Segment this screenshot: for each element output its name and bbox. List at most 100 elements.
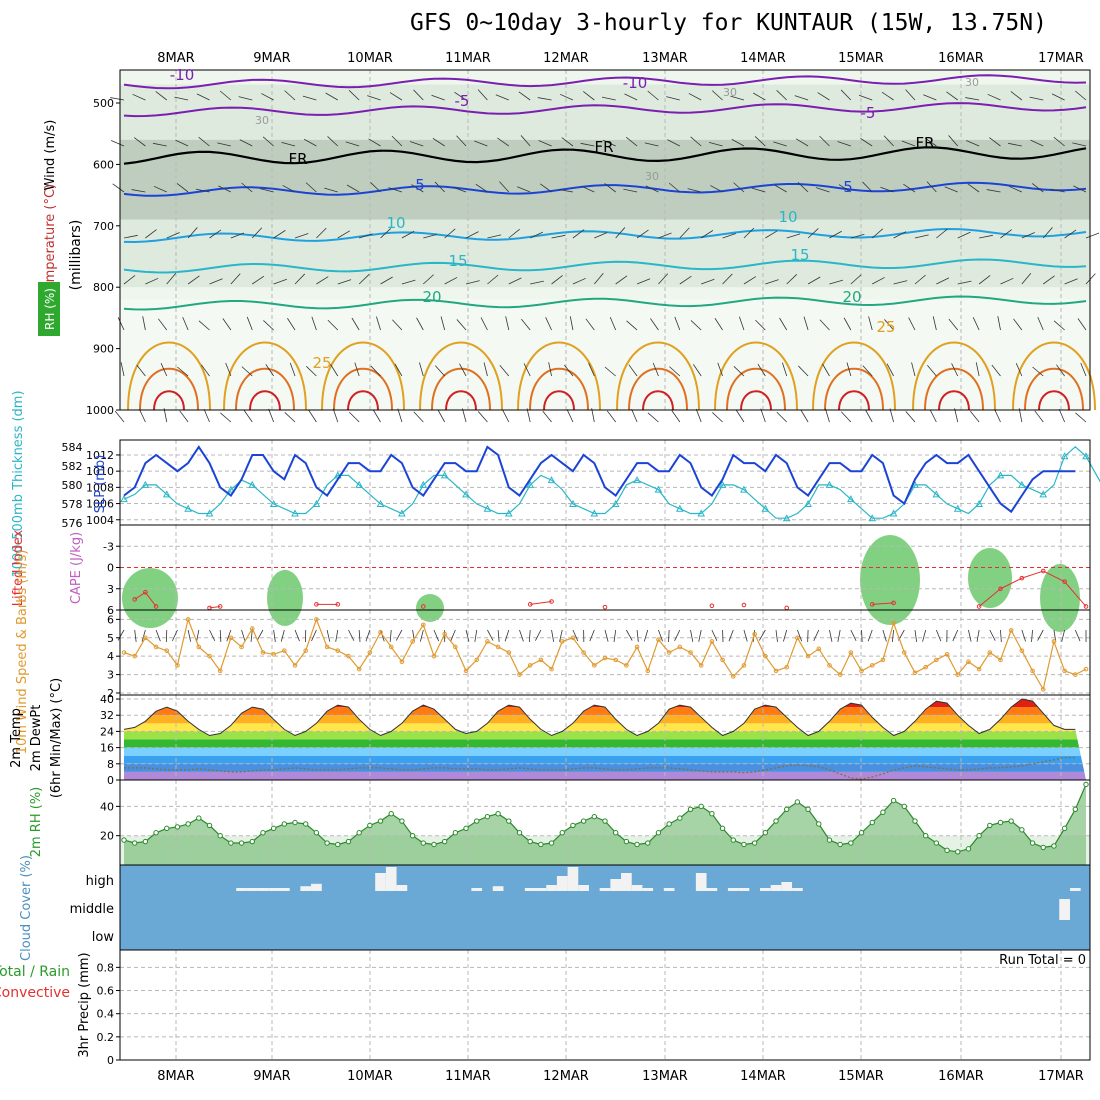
- lifted-index-line: [530, 601, 552, 605]
- wind-barb: [219, 90, 232, 101]
- wind-barb-10m: [604, 629, 609, 642]
- wind-barb-10m: [698, 629, 702, 642]
- temp-contour-35: [543, 390, 575, 411]
- wind-barb: [327, 319, 339, 331]
- lifted-index-marker: [709, 603, 715, 609]
- wind-barb: [1034, 410, 1044, 423]
- wind-barb: [733, 365, 745, 377]
- ylabel-cape: CAPE (J/kg): [69, 532, 84, 604]
- wind-speed-marker: [143, 635, 148, 641]
- rh-marker: [762, 830, 769, 836]
- wind-barb: [572, 229, 585, 239]
- wind-barb: [914, 274, 926, 285]
- chart-title: GFS 0~10day 3-hourly for KUNTAUR (15W, 1…: [410, 10, 1047, 36]
- rh-marker: [612, 830, 619, 836]
- rh-marker: [516, 830, 523, 836]
- wind-barb: [903, 183, 916, 193]
- wind-speed-marker: [367, 650, 373, 655]
- wind-barb: [409, 141, 424, 147]
- wind-barb: [569, 316, 574, 331]
- wind-barb: [1000, 277, 1014, 285]
- wind-barb: [139, 409, 146, 423]
- wind-barb: [316, 276, 329, 285]
- wind-barb: [153, 185, 167, 193]
- wind-barb-10m: [294, 629, 300, 642]
- wind-barb: [786, 233, 801, 239]
- lifted-index-marker: [1062, 579, 1067, 584]
- wind-speed-marker: [399, 659, 405, 665]
- wind-barb: [259, 188, 274, 193]
- wind-speed-marker: [559, 639, 565, 644]
- wind-barb: [431, 94, 445, 101]
- wind-barb: [588, 363, 595, 377]
- wind-speed-marker: [282, 648, 287, 653]
- wind-barb: [829, 279, 844, 285]
- wind-barb: [114, 410, 125, 423]
- wind-barb-10m: [487, 629, 494, 641]
- ylabel-precip: 3hr Precip (mm): [77, 952, 92, 1057]
- wind-barb: [133, 137, 146, 147]
- wind-barb: [819, 135, 830, 147]
- wind-barb: [807, 228, 819, 239]
- wind-barb: [346, 184, 360, 193]
- wind-barb: [631, 408, 638, 423]
- wind-barb: [652, 362, 659, 377]
- temp-color-band: [124, 699, 1086, 700]
- wind-barb: [261, 93, 274, 101]
- wind-barb: [423, 274, 434, 285]
- rh-tick-label: 40: [100, 800, 114, 813]
- rh-marker: [634, 841, 640, 848]
- wind-barb: [411, 184, 424, 193]
- wind-barb: [218, 185, 232, 193]
- wind-speed-marker: [378, 629, 383, 635]
- contour-label: 20: [842, 288, 861, 306]
- wind-speed-marker: [784, 664, 790, 670]
- wind-speed-marker: [324, 644, 330, 650]
- temp-color-band: [124, 731, 1086, 740]
- wind-speed-marker: [698, 663, 704, 668]
- lifted-index-marker: [153, 604, 159, 609]
- wind-barb: [175, 139, 189, 147]
- contour-label: 30: [723, 86, 737, 99]
- wind-barb: [160, 363, 168, 377]
- cloud-high-bar: [375, 873, 386, 891]
- rh-marker: [1083, 781, 1089, 788]
- wind-barb: [908, 317, 916, 331]
- wind-speed-marker: [153, 644, 159, 650]
- ylabel-dewpt: 2m DewPt: [29, 705, 44, 772]
- rh-marker: [645, 840, 651, 846]
- wind-barb-10m: [1021, 629, 1026, 642]
- thickness-marker: [847, 495, 855, 503]
- thickness-marker: [440, 471, 449, 479]
- ylabel-wind-10m: 10m Wind Speed & Barbs (m/s): [15, 550, 30, 755]
- rh-marker: [623, 838, 630, 845]
- wind-barb: [905, 411, 916, 423]
- wind-barb: [110, 97, 125, 101]
- rh-high-blob: [416, 594, 444, 622]
- rh-marker: [356, 830, 362, 836]
- wind-barb: [625, 136, 638, 147]
- thickness-marker: [569, 499, 577, 507]
- contour-label: 30: [965, 76, 979, 89]
- wind-speed-marker: [955, 672, 961, 677]
- wind-barb: [606, 410, 617, 423]
- wind-barb: [690, 136, 702, 147]
- cloud-high-bar: [300, 886, 312, 891]
- rh-marker: [890, 797, 897, 804]
- wind-barb: [368, 138, 381, 147]
- pressure-tick-label: 900: [93, 343, 114, 356]
- wind-barb: [978, 275, 991, 285]
- wind-barb: [650, 318, 659, 331]
- contour-label: 10: [778, 208, 797, 226]
- ylabel-pressure: (millibars): [68, 220, 84, 291]
- wind-barb: [316, 227, 327, 239]
- wind-barb: [1080, 362, 1087, 377]
- temp-contour-25: [912, 341, 996, 411]
- wind-speed-marker: [217, 668, 223, 674]
- wind-speed-marker: [730, 674, 736, 679]
- cloud-high-bar: [311, 883, 322, 891]
- wind-barb: [462, 408, 467, 423]
- wind-barb: [561, 137, 574, 147]
- pressure-tick-label: 700: [93, 220, 114, 233]
- temp-contour-30: [431, 367, 491, 411]
